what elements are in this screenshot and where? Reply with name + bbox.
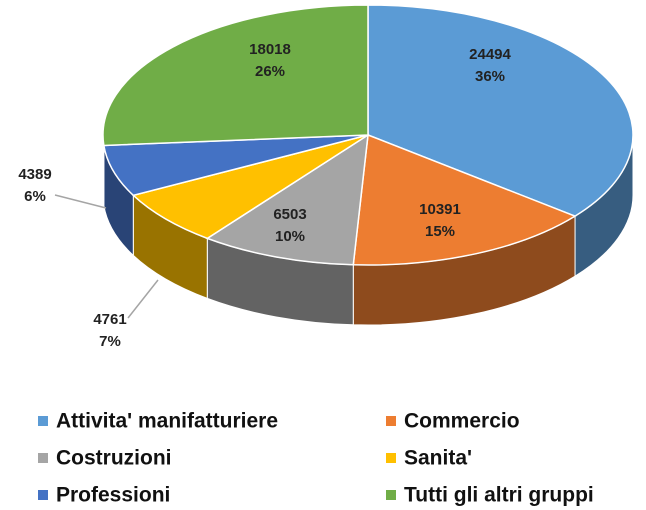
percent-label: 7%: [99, 333, 121, 350]
leader-line: [127, 279, 159, 319]
percent-label: 26%: [255, 63, 285, 80]
legend-label: Attivita' manifatturiere: [56, 410, 278, 433]
slice: [205, 133, 369, 266]
data-label: 18018: [249, 41, 291, 58]
legend-label: Costruzioni: [56, 447, 172, 470]
leader-line: [54, 194, 107, 209]
legend-label: Tutti gli altri gruppi: [404, 484, 594, 507]
data-label: 6503: [273, 206, 306, 223]
percent-label: 15%: [425, 223, 455, 240]
data-label: 4389: [18, 166, 51, 183]
legend-swatch: [38, 453, 48, 463]
percent-label: 10%: [275, 228, 305, 245]
legend-swatch: [386, 416, 396, 426]
legend-swatch: [38, 416, 48, 426]
legend-swatch: [386, 490, 396, 500]
percent-label: 6%: [24, 188, 46, 205]
slice: [367, 4, 634, 217]
percent-label: 36%: [475, 68, 505, 85]
legend-swatch: [38, 490, 48, 500]
slice: [352, 133, 577, 266]
legend-label: Professioni: [56, 484, 170, 507]
data-label: 10391: [419, 201, 461, 218]
legend-label: Commercio: [404, 410, 520, 433]
data-label: 24494: [469, 46, 511, 63]
legend-label: Sanita': [404, 447, 472, 470]
legend-swatch: [386, 453, 396, 463]
slice: [102, 4, 369, 147]
slice: [131, 134, 369, 240]
data-label: 4761: [93, 311, 126, 328]
